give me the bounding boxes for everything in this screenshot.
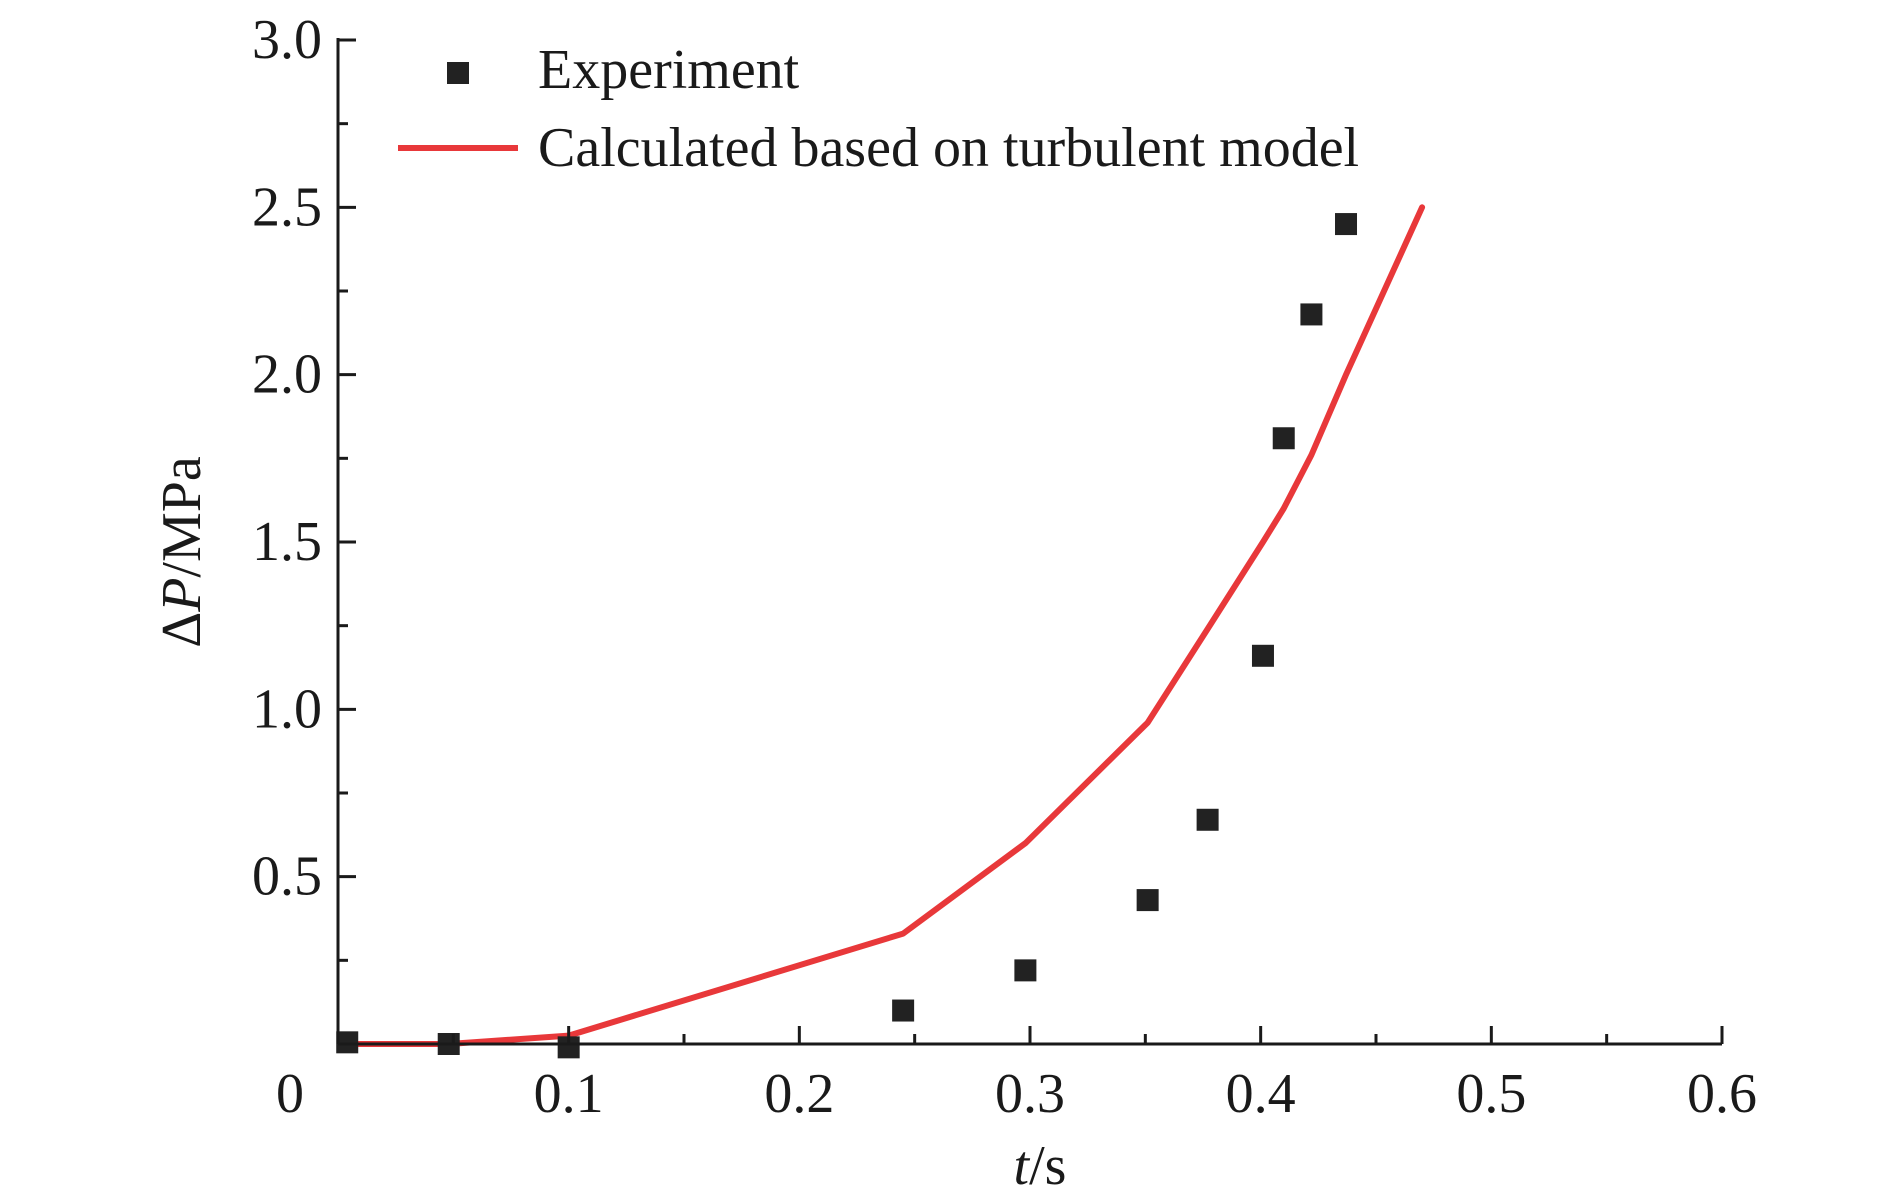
experiment-point-9 xyxy=(1300,303,1323,326)
x-tick-label-5: 0.6 xyxy=(1687,1063,1757,1125)
experiment-point-0 xyxy=(336,1031,359,1054)
x-tick-label-1: 0.2 xyxy=(764,1063,834,1125)
x-axis-title: t/s xyxy=(1014,1135,1067,1197)
x-tick-label-3: 0.4 xyxy=(1226,1063,1296,1125)
y-tick-label-4: 2.5 xyxy=(252,176,322,238)
y-axis-title-prefix: Δ xyxy=(151,612,213,648)
legend-marker-experiment xyxy=(447,62,469,84)
y-tick-label-1: 1.0 xyxy=(252,678,322,740)
y-tick-label-3: 2.0 xyxy=(252,344,322,406)
experiment-point-8 xyxy=(1272,427,1295,450)
calculated-line xyxy=(344,204,1426,1047)
experiment-point-3 xyxy=(892,999,915,1022)
x-tick-label-4: 0.5 xyxy=(1456,1063,1526,1125)
experiment-point-5 xyxy=(1136,889,1159,912)
plot-marks xyxy=(336,204,1426,1059)
y-tick-label-0: 0.5 xyxy=(252,846,322,908)
x-axis-title-variable: t xyxy=(1014,1135,1031,1197)
experiment-point-4 xyxy=(1014,959,1037,982)
y-ticks: 0.5 1.0 1.5 2.0 2.5 3.0 xyxy=(252,9,356,962)
x-ticks: 0.1 0.2 0.3 0.4 0.5 0.6 xyxy=(451,1026,1757,1125)
y-axis-title: ΔP/MPa xyxy=(151,456,213,648)
legend-label-calculated: Calculated based on turbulent model xyxy=(538,117,1359,179)
experiment-point-2 xyxy=(557,1036,580,1059)
legend: Experiment Calculated based on turbulent… xyxy=(398,39,1359,179)
axes xyxy=(336,38,1722,1046)
legend-label-experiment: Experiment xyxy=(538,39,800,101)
x-axis-title-unit: /s xyxy=(1029,1135,1066,1197)
experiment-point-10 xyxy=(1335,213,1358,236)
origin-label: 0 xyxy=(276,1063,304,1125)
experiment-point-6 xyxy=(1196,808,1219,831)
y-axis-title-variable: P xyxy=(151,578,213,613)
x-tick-label-2: 0.3 xyxy=(995,1063,1065,1125)
x-tick-label-0: 0.1 xyxy=(534,1063,604,1125)
experiment-point-7 xyxy=(1251,644,1274,667)
y-tick-label-2: 1.5 xyxy=(252,511,322,573)
y-tick-label-5: 3.0 xyxy=(252,9,322,71)
y-axis-title-unit: /MPa xyxy=(151,456,213,577)
